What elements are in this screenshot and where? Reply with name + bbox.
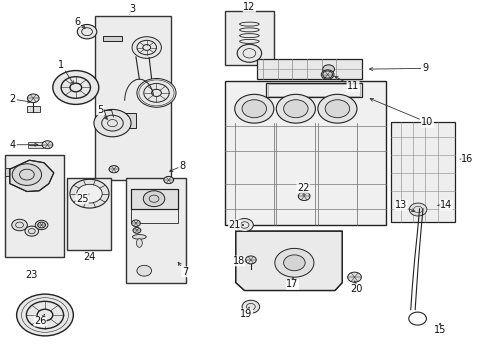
Bar	[257, 59, 362, 79]
Circle shape	[234, 94, 273, 123]
Bar	[265, 83, 362, 97]
Circle shape	[276, 94, 315, 123]
Circle shape	[38, 222, 45, 228]
Text: 9: 9	[369, 63, 427, 73]
Bar	[131, 189, 178, 223]
Circle shape	[42, 141, 53, 149]
Bar	[124, 113, 136, 128]
Circle shape	[163, 176, 173, 184]
Text: 13: 13	[394, 200, 414, 212]
Text: 1: 1	[58, 60, 74, 84]
Circle shape	[325, 100, 349, 118]
Polygon shape	[131, 189, 178, 209]
Polygon shape	[235, 231, 342, 291]
Circle shape	[12, 164, 41, 185]
Text: 12: 12	[243, 2, 255, 12]
Bar	[102, 36, 122, 41]
Circle shape	[137, 78, 176, 107]
Bar	[224, 11, 273, 65]
Circle shape	[347, 272, 361, 282]
Circle shape	[27, 94, 39, 103]
Circle shape	[133, 228, 141, 233]
Circle shape	[109, 166, 119, 173]
Circle shape	[25, 226, 39, 236]
Text: 6: 6	[74, 17, 85, 28]
Text: 22: 22	[296, 183, 309, 195]
Text: 23: 23	[25, 270, 38, 280]
Text: 5: 5	[97, 105, 107, 120]
Circle shape	[53, 71, 99, 104]
Bar	[5, 155, 63, 257]
Text: 7: 7	[178, 262, 187, 277]
Text: 20: 20	[349, 281, 362, 294]
Circle shape	[245, 256, 256, 264]
Text: 3: 3	[129, 4, 135, 14]
Circle shape	[235, 219, 253, 231]
Text: 18: 18	[232, 256, 246, 266]
Text: 24: 24	[83, 252, 96, 262]
Circle shape	[35, 220, 48, 230]
Circle shape	[70, 179, 109, 208]
Bar	[224, 81, 386, 225]
Bar	[27, 106, 40, 112]
Bar	[267, 84, 359, 96]
Ellipse shape	[132, 235, 146, 239]
Text: 10: 10	[369, 98, 433, 127]
Circle shape	[237, 44, 261, 62]
Bar	[390, 122, 454, 222]
Circle shape	[77, 184, 102, 203]
Circle shape	[131, 220, 140, 226]
Circle shape	[137, 265, 151, 276]
Circle shape	[274, 248, 313, 277]
Circle shape	[94, 109, 131, 137]
Text: 16: 16	[459, 154, 472, 164]
Circle shape	[17, 294, 73, 336]
Text: 4: 4	[9, 140, 38, 150]
Circle shape	[132, 37, 161, 58]
Bar	[67, 178, 111, 250]
Bar	[95, 16, 171, 180]
Text: 21: 21	[228, 220, 243, 230]
Bar	[5, 168, 14, 176]
Circle shape	[322, 65, 334, 73]
Circle shape	[143, 191, 164, 207]
Text: 8: 8	[169, 161, 185, 171]
Circle shape	[77, 24, 97, 39]
Circle shape	[317, 94, 356, 123]
Text: 11: 11	[334, 76, 359, 91]
Circle shape	[242, 100, 266, 118]
Circle shape	[321, 70, 333, 79]
Text: 14: 14	[437, 200, 451, 210]
Circle shape	[322, 71, 332, 78]
Circle shape	[298, 192, 309, 201]
Bar	[126, 178, 186, 283]
Circle shape	[12, 219, 27, 231]
Text: 17: 17	[285, 277, 298, 289]
Bar	[28, 142, 43, 148]
Text: 19: 19	[240, 307, 252, 319]
Text: 26: 26	[34, 314, 46, 326]
Text: 15: 15	[433, 323, 446, 336]
Circle shape	[408, 203, 426, 216]
Ellipse shape	[136, 239, 142, 247]
Circle shape	[283, 100, 307, 118]
Circle shape	[242, 300, 259, 313]
Text: 25: 25	[76, 194, 89, 204]
Circle shape	[283, 255, 305, 271]
Polygon shape	[10, 160, 54, 192]
Text: 2: 2	[9, 94, 31, 104]
